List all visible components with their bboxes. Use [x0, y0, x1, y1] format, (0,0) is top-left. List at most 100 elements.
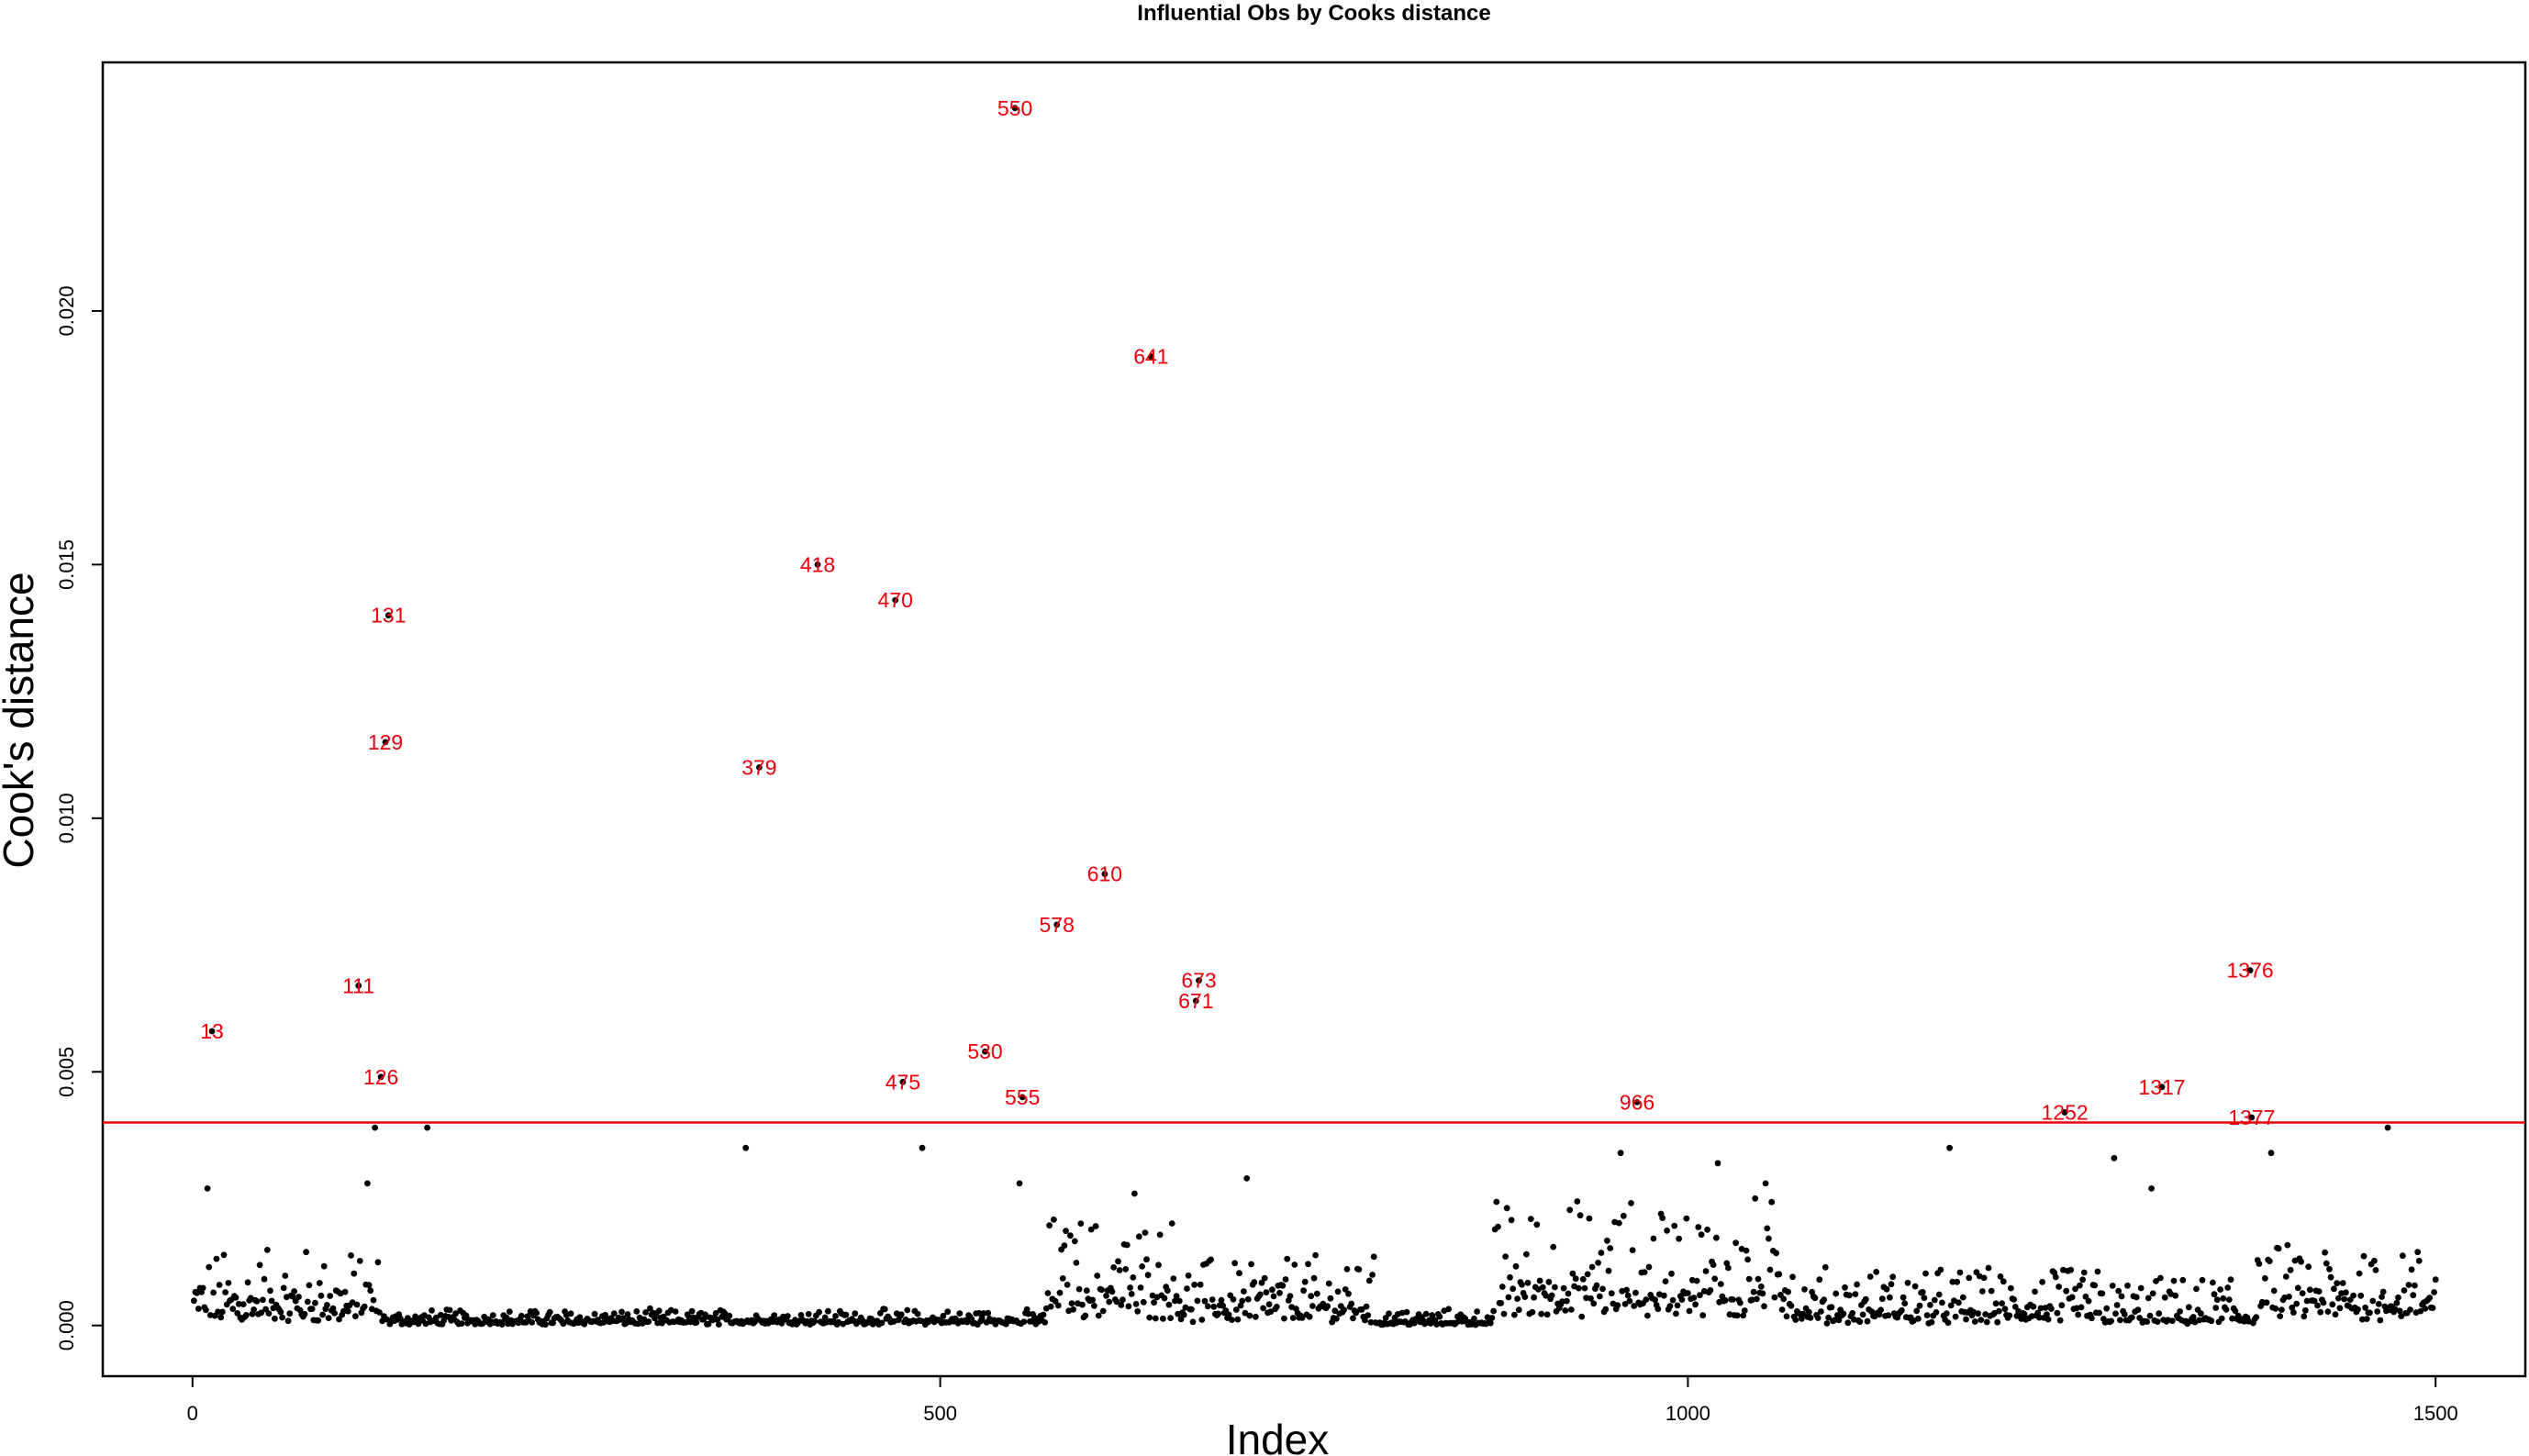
data-point	[2232, 1307, 2239, 1315]
data-point	[1324, 1303, 1331, 1310]
y-tick-label: 0.020	[55, 285, 78, 336]
data-point	[1878, 1295, 1886, 1303]
data-point	[1821, 1296, 1828, 1304]
data-point	[1778, 1306, 1786, 1313]
data-point	[1305, 1261, 1311, 1268]
data-point	[2170, 1277, 2178, 1284]
data-point	[280, 1284, 287, 1292]
data-point	[1230, 1295, 1237, 1303]
data-point	[816, 1308, 822, 1316]
data-point	[2414, 1249, 2422, 1256]
data-point	[1673, 1310, 1679, 1317]
data-point	[219, 1308, 226, 1316]
data-point	[1979, 1288, 1986, 1295]
data-point	[1750, 1288, 1757, 1295]
data-point	[2426, 1295, 2434, 1301]
data-point	[2077, 1282, 2083, 1289]
data-point	[374, 1259, 382, 1266]
data-point	[295, 1294, 302, 1300]
data-point	[1279, 1282, 1287, 1289]
data-point	[1596, 1293, 1603, 1300]
data-point	[560, 1320, 567, 1328]
data-point	[1369, 1272, 1376, 1278]
data-point	[325, 1315, 332, 1321]
data-point	[1313, 1290, 1320, 1297]
data-point	[1859, 1311, 1866, 1318]
data-point	[1743, 1247, 1750, 1254]
data-point	[327, 1293, 334, 1299]
data-point	[1641, 1269, 1648, 1275]
data-point	[2229, 1315, 2236, 1322]
data-point	[1628, 1200, 1634, 1206]
y-axis: 0.000 0.005 0.010 0.015 0.020	[55, 285, 103, 1350]
data-point	[2302, 1306, 2309, 1314]
data-point	[234, 1310, 241, 1317]
data-point	[1099, 1307, 1107, 1315]
data-point	[1167, 1315, 1174, 1321]
data-point	[1944, 1319, 1952, 1327]
data-point	[2362, 1304, 2369, 1311]
data-point	[433, 1314, 440, 1321]
data-point	[2256, 1261, 2263, 1267]
data-point	[1864, 1317, 1871, 1325]
data-points	[191, 105, 2439, 1328]
data-point	[1889, 1273, 1897, 1281]
data-point	[1208, 1256, 1214, 1263]
data-point	[1975, 1310, 1982, 1317]
data-point	[2115, 1287, 2122, 1295]
data-point	[1487, 1319, 1494, 1327]
data-point	[1811, 1295, 1819, 1302]
data-point	[940, 1312, 947, 1319]
data-point	[1927, 1302, 1933, 1308]
influential-point	[1196, 977, 1202, 984]
data-point	[1523, 1250, 1530, 1258]
data-point	[1177, 1316, 1185, 1323]
data-point	[1063, 1228, 1069, 1235]
data-point	[1533, 1221, 1541, 1228]
data-point	[1059, 1275, 1066, 1282]
data-point	[645, 1318, 652, 1325]
data-point	[216, 1282, 223, 1288]
data-point	[1197, 1281, 1204, 1288]
data-point	[2089, 1315, 2095, 1322]
data-point	[1668, 1270, 1675, 1277]
data-point	[1225, 1311, 1232, 1318]
influential-point	[2246, 967, 2254, 974]
data-point	[1345, 1290, 1352, 1297]
data-point	[1064, 1282, 1071, 1288]
data-point	[1997, 1273, 2004, 1280]
data-point	[1386, 1310, 1392, 1317]
data-point	[1576, 1212, 1584, 1219]
data-point	[1915, 1315, 1922, 1322]
data-point	[1508, 1217, 1515, 1224]
data-point	[1602, 1306, 1610, 1313]
data-point	[2334, 1295, 2342, 1302]
data-point	[1258, 1279, 1265, 1286]
data-point	[1764, 1225, 1771, 1232]
data-point	[331, 1310, 338, 1317]
influential-point-label: 1252	[2042, 1101, 2089, 1125]
data-point	[1916, 1302, 1923, 1309]
data-point	[1016, 1180, 1023, 1187]
data-point	[1515, 1306, 1522, 1314]
data-point	[1883, 1285, 1890, 1293]
data-point	[1507, 1273, 1513, 1281]
data-point	[1717, 1281, 1724, 1287]
data-point	[1783, 1313, 1790, 1320]
data-point	[956, 1310, 964, 1317]
data-point	[1807, 1314, 1814, 1321]
data-point	[1564, 1297, 1570, 1305]
data-point	[2372, 1267, 2379, 1273]
data-point	[2052, 1273, 2059, 1281]
data-point	[2356, 1270, 2363, 1277]
data-point	[1876, 1311, 1883, 1318]
data-point	[1607, 1245, 1614, 1251]
data-point	[1695, 1224, 1702, 1230]
data-point	[225, 1280, 232, 1286]
data-point	[1963, 1316, 1969, 1323]
data-point	[1994, 1318, 2001, 1326]
data-point	[2400, 1252, 2406, 1260]
data-point	[705, 1320, 712, 1328]
data-point	[1113, 1298, 1120, 1306]
data-point	[1888, 1281, 1895, 1288]
